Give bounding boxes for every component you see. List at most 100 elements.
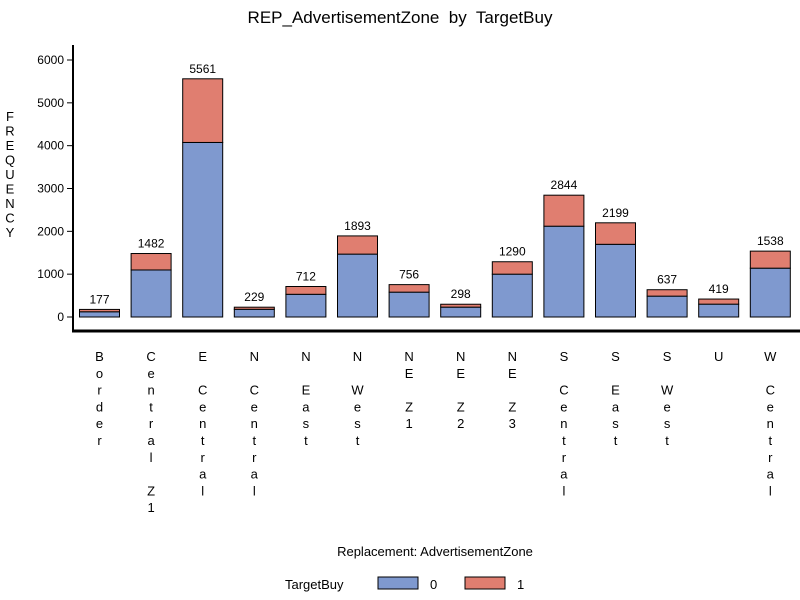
bar-segment-1 bbox=[749, 250, 791, 269]
x-axis-title: Replacement: AdvertisementZone bbox=[337, 544, 533, 559]
bar-segment-1 bbox=[698, 298, 740, 305]
bar-segment-0 bbox=[595, 243, 636, 318]
legend-label-0: 0 bbox=[430, 577, 437, 592]
x-category-letter: E bbox=[302, 383, 311, 398]
x-category-letter: W bbox=[661, 383, 674, 398]
x-category-letter: U bbox=[714, 349, 723, 364]
bar-segment-0 bbox=[646, 295, 688, 318]
x-category-letter: t bbox=[562, 433, 566, 448]
x-category-letter: C bbox=[766, 383, 775, 398]
x-category-letter: t bbox=[201, 433, 205, 448]
x-category-letter: t bbox=[356, 433, 360, 448]
y-axis-ticks: 0 1000 2000 3000 4000 5000 6000 bbox=[37, 53, 73, 324]
x-category-letter: S bbox=[611, 349, 620, 364]
x-category-letter: t bbox=[614, 433, 618, 448]
y-axis-title-letter: Y bbox=[6, 225, 15, 240]
bar-segment-0 bbox=[337, 253, 378, 318]
bar-total-label: 2199 bbox=[602, 206, 629, 220]
x-category-letter: r bbox=[252, 450, 257, 465]
x-category-letter: r bbox=[201, 450, 206, 465]
y-tick-label: 2000 bbox=[37, 224, 64, 238]
x-category-letter: r bbox=[768, 450, 773, 465]
y-axis-title-letter: N bbox=[5, 196, 14, 211]
bar-segment-1 bbox=[285, 286, 327, 295]
x-category-letter: l bbox=[562, 483, 565, 498]
x-category-letter: a bbox=[302, 399, 310, 414]
bars: 177 1482 5561 229 712 1893 756 298 1290 2844 2199 6… bbox=[79, 62, 791, 318]
y-axis-title-letter: U bbox=[5, 167, 14, 182]
bar-segment-0 bbox=[182, 141, 224, 318]
bar-segment-0 bbox=[440, 306, 482, 318]
bar-segment-0 bbox=[749, 267, 791, 318]
x-category-letter: d bbox=[96, 399, 103, 414]
bar-segment-0 bbox=[285, 293, 327, 318]
x-category-letter: a bbox=[251, 467, 259, 482]
bar-total-label: 637 bbox=[657, 273, 677, 287]
x-category-letter: r bbox=[562, 450, 567, 465]
x-category-letter: a bbox=[612, 399, 620, 414]
y-axis-title-letter: E bbox=[6, 182, 15, 197]
y-tick-label: 3000 bbox=[37, 182, 64, 196]
x-category-letter: t bbox=[252, 433, 256, 448]
bar-total-label: 5561 bbox=[189, 62, 216, 76]
x-category-letter: Z bbox=[457, 399, 465, 414]
bar-segment-1 bbox=[491, 261, 533, 275]
x-category-label: NE Z 2 bbox=[456, 349, 465, 431]
x-category-letter: o bbox=[96, 366, 103, 381]
x-category-letter: 3 bbox=[509, 416, 516, 431]
y-axis-title-letter: E bbox=[6, 138, 15, 153]
legend-title: TargetBuy bbox=[285, 577, 344, 592]
bar-total-label: 1482 bbox=[138, 237, 165, 251]
bar-total-label: 1290 bbox=[499, 245, 526, 259]
y-axis-title-letter: C bbox=[5, 211, 14, 226]
x-category-letter: n bbox=[251, 416, 258, 431]
x-category-letter: W bbox=[764, 349, 777, 364]
bar-segment-1 bbox=[595, 222, 636, 245]
x-category-letter: E bbox=[198, 349, 207, 364]
bar-segment-0 bbox=[698, 303, 740, 318]
bar-total-label: 756 bbox=[399, 268, 419, 282]
x-category-letter: r bbox=[97, 383, 102, 398]
x-category-letter: E bbox=[456, 366, 465, 381]
x-category-letter: 1 bbox=[147, 500, 154, 515]
y-axis-title-letter: Q bbox=[5, 153, 15, 168]
y-tick-label: 5000 bbox=[37, 96, 64, 110]
x-category-letter: C bbox=[146, 349, 155, 364]
x-category-letter: e bbox=[147, 366, 154, 381]
x-category-letter: N bbox=[404, 349, 413, 364]
x-category-letter: s bbox=[303, 416, 310, 431]
x-category-letter: N bbox=[301, 349, 310, 364]
x-category-letter: a bbox=[199, 467, 207, 482]
x-category-letter: n bbox=[767, 416, 774, 431]
x-category-letter: e bbox=[767, 399, 774, 414]
x-category-letter: 2 bbox=[457, 416, 464, 431]
x-category-letter: e bbox=[354, 399, 361, 414]
x-category-letter: s bbox=[354, 416, 361, 431]
chart-title: REP_AdvertisementZone by TargetBuy bbox=[248, 8, 553, 27]
bar-segment-1 bbox=[388, 284, 430, 293]
x-category-label: NE Z 1 bbox=[404, 349, 413, 431]
bar-segment-1 bbox=[79, 308, 120, 313]
x-category-letter: a bbox=[560, 467, 568, 482]
x-category-letter: W bbox=[351, 383, 364, 398]
legend: TargetBuy 0 1 bbox=[285, 576, 524, 592]
bar-segment-0 bbox=[388, 291, 430, 318]
x-category-letter: s bbox=[612, 416, 619, 431]
legend-swatch-1 bbox=[464, 576, 506, 590]
y-axis-title-letter: R bbox=[5, 124, 14, 139]
x-category-letter: t bbox=[665, 433, 669, 448]
x-category-letter: r bbox=[97, 433, 102, 448]
x-category-letter: e bbox=[96, 416, 103, 431]
x-category-letter: l bbox=[253, 483, 256, 498]
x-category-letter: e bbox=[251, 399, 258, 414]
bar-segment-0 bbox=[130, 269, 172, 318]
